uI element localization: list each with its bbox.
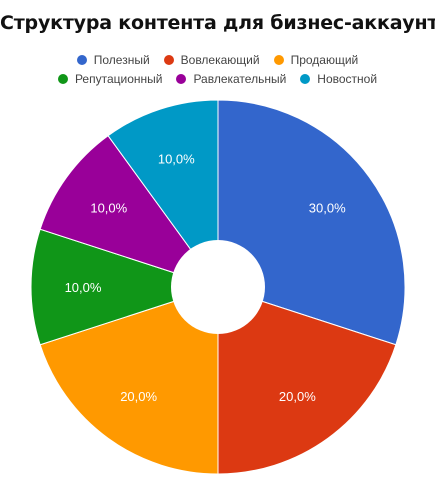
legend-label: Полезный (93, 53, 150, 67)
legend-marker-icon (273, 55, 284, 65)
pie-slice-3[interactable] (30, 228, 220, 346)
legend-item-razvlekatelnyi[interactable]: Равлекательный (176, 72, 286, 86)
legend-label: Вовлекающий (180, 53, 260, 67)
pie-slice-4[interactable] (39, 135, 220, 288)
slice-label-1: 20,0% (279, 389, 316, 404)
slice-label-3: 10,0% (65, 280, 102, 295)
legend-item-novostnoi[interactable]: Новостной (300, 72, 377, 86)
slice-label-2: 20,0% (120, 389, 157, 404)
legend-marker-icon (57, 74, 68, 84)
legend-item-poleznyi[interactable]: Полезный (76, 53, 150, 67)
donut-hole (171, 240, 265, 334)
legend-marker-icon (76, 55, 87, 65)
pie-slice-5[interactable] (107, 99, 219, 289)
pie-slice-2[interactable] (39, 286, 219, 475)
slice-label-5: 10,0% (158, 152, 195, 167)
legend-item-vovlekayushchii[interactable]: Вовлекающий (163, 53, 260, 67)
legend-row-2: Репутационный Равлекательный Новостной (0, 72, 435, 86)
slice-label-0: 30,0% (309, 201, 346, 216)
chart-title: Структура контента для бизнес-аккаунта (0, 12, 435, 34)
pie-slice-1[interactable] (217, 286, 397, 475)
legend-row-1: Полезный Вовлекающий Продающий (0, 53, 435, 67)
slice-label-4: 10,0% (90, 201, 127, 216)
legend-marker-icon (176, 74, 187, 84)
legend-label: Равлекательный (193, 72, 287, 86)
legend-marker-icon (163, 55, 174, 65)
slice-labels: 30,0% 20,0% 20,0% 10,0% 10,0% 10,0% (65, 152, 347, 405)
legend-marker-icon (300, 74, 311, 84)
legend-label: Продающий (290, 53, 359, 67)
legend-label: Новостной (317, 72, 378, 86)
legend-label: Репутационный (74, 72, 163, 86)
legend-item-prodayushchii[interactable]: Продающий (273, 53, 359, 67)
legend-item-reputatsionnyi[interactable]: Репутационный (57, 72, 163, 86)
